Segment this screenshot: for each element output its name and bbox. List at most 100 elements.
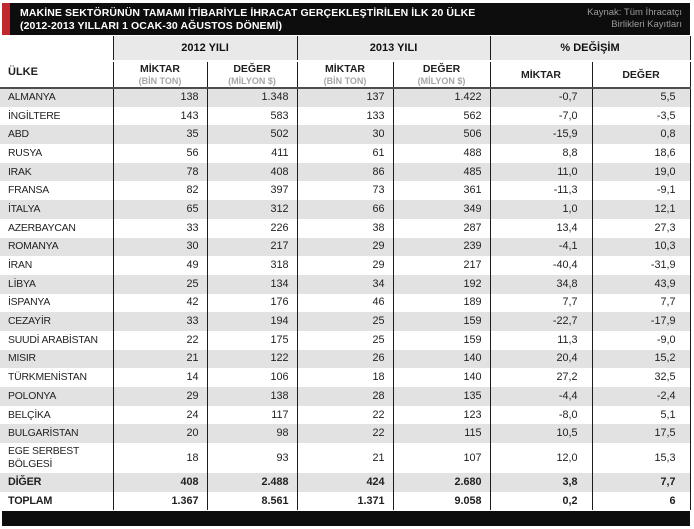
value-cell: 10,5 xyxy=(489,424,592,444)
column-header-unit: (MİLYON $) xyxy=(228,76,276,86)
value-cell: 1.422 xyxy=(392,88,490,107)
value-cell: 10,3 xyxy=(591,237,691,257)
value-cell: 194 xyxy=(206,312,297,331)
value-cell: 133 xyxy=(296,106,393,126)
table-row: RUSYA 56 411 61 488 8,8 18,6 xyxy=(0,144,691,163)
value-cell: 17,5 xyxy=(591,424,691,444)
value-cell: 217 xyxy=(392,256,490,275)
table-row: TÜRKMENİSTAN 14 106 18 140 27,2 32,5 xyxy=(0,368,691,387)
bottom-black-bar xyxy=(2,511,690,527)
value-cell: 33 xyxy=(112,218,207,238)
value-cell: -17,9 xyxy=(591,312,691,331)
value-cell: 175 xyxy=(206,330,297,350)
value-cell: 488 xyxy=(392,144,490,163)
table-row: İRAN 49 318 29 217 -40,4 -31,9 xyxy=(0,256,691,275)
value-cell: 138 xyxy=(112,88,207,107)
value-cell: 73 xyxy=(296,181,393,201)
country-cell: CEZAYİR xyxy=(8,316,51,328)
value-cell: -9,0 xyxy=(591,330,691,350)
table-body: ALMANYA 138 1.348 137 1.422 -0,7 5,5 İNGİLTERE 1… xyxy=(0,88,691,511)
value-cell: 137 xyxy=(296,88,393,107)
value-cell: -4,1 xyxy=(489,237,592,257)
value-cell: 6 xyxy=(591,491,691,511)
value-cell: 15,2 xyxy=(591,349,691,369)
column-header-2012-val: DEĞER (MİLYON $) xyxy=(206,61,297,89)
page-title-line2: (2012-2013 YILLARI 1 OCAK-30 AĞUSTOS DÖN… xyxy=(20,19,283,32)
value-cell: 318 xyxy=(206,256,297,275)
value-cell: 138 xyxy=(206,387,297,406)
column-header-label: DEĞER xyxy=(622,69,660,81)
group-header-spacer xyxy=(0,36,113,61)
value-cell: -40,4 xyxy=(489,256,592,275)
value-cell: -22,7 xyxy=(489,312,592,331)
value-cell: 42 xyxy=(112,293,207,313)
country-cell: LİBYA xyxy=(8,278,36,290)
value-cell: 8,8 xyxy=(489,144,592,163)
value-cell: 117 xyxy=(206,405,297,425)
value-cell: -3,5 xyxy=(591,106,691,126)
value-cell: 21 xyxy=(112,349,207,369)
export-table-page: MAKİNE SEKTÖRÜNÜN TAMAMI İTİBARİYLE İHRA… xyxy=(0,3,694,529)
value-cell: 0,8 xyxy=(591,125,691,145)
table-row: İTALYA 65 312 66 349 1,0 12,1 xyxy=(0,200,691,219)
source-note-line2: Birlikleri Kayıtları xyxy=(611,18,682,30)
column-header-label: DEĞER xyxy=(233,63,271,75)
table-row: MISIR 21 122 26 140 20,4 15,2 xyxy=(0,349,691,369)
value-cell: 38 xyxy=(296,218,393,238)
value-cell: 287 xyxy=(392,218,490,238)
table-row: ABD 35 502 30 506 -15,9 0,8 xyxy=(0,125,691,145)
group-header-change: % DEĞİŞİM xyxy=(489,36,691,62)
value-cell: 21 xyxy=(296,443,393,474)
country-cell: BULGARİSTAN xyxy=(8,428,79,440)
country-cell: İRAN xyxy=(8,260,33,272)
value-cell: 25 xyxy=(296,330,393,350)
value-cell: 30 xyxy=(296,125,393,145)
value-cell: 140 xyxy=(392,349,490,369)
value-cell: 8.561 xyxy=(206,491,297,511)
column-header-country: ÜLKE xyxy=(0,61,113,89)
country-cell: AZERBAYCAN xyxy=(8,222,76,234)
value-cell: 27,2 xyxy=(489,368,592,387)
value-cell: 22 xyxy=(296,405,393,425)
country-cell: MISIR xyxy=(8,353,36,365)
red-accent-strip xyxy=(2,3,10,35)
value-cell: 33 xyxy=(112,312,207,331)
value-cell: 408 xyxy=(112,473,207,492)
value-cell: 28 xyxy=(296,387,393,406)
value-cell: 312 xyxy=(206,200,297,219)
value-cell: 361 xyxy=(392,181,490,201)
value-cell: -15,9 xyxy=(489,125,592,145)
country-cell: TOPLAM xyxy=(8,494,53,507)
country-cell: POLONYA xyxy=(8,390,57,402)
title-bar: MAKİNE SEKTÖRÜNÜN TAMAMI İTİBARİYLE İHRA… xyxy=(2,3,690,35)
value-cell: 27,3 xyxy=(591,218,691,238)
table-row: FRANSA 82 397 73 361 -11,3 -9,1 xyxy=(0,181,691,201)
value-cell: 424 xyxy=(296,473,393,492)
value-cell: 46 xyxy=(296,293,393,313)
table-row: EGE SERBEST BÖLGESİ 18 93 21 107 12,0 15,3 xyxy=(0,443,691,474)
value-cell: 30 xyxy=(112,237,207,257)
column-header-label: MİKTAR xyxy=(520,69,562,81)
value-cell: -4,4 xyxy=(489,387,592,406)
value-cell: -8,0 xyxy=(489,405,592,425)
table-row: İSPANYA 42 176 46 189 7,7 7,7 xyxy=(0,293,691,313)
country-cell: ABD xyxy=(8,129,29,141)
value-cell: 140 xyxy=(392,368,490,387)
column-header-2013-qty: MİKTAR (BİN TON) xyxy=(296,61,393,89)
value-cell: 93 xyxy=(206,443,297,474)
column-header-2012-qty: MİKTAR (BİN TON) xyxy=(112,61,207,89)
value-cell: 122 xyxy=(206,349,297,369)
table-row: SUUDİ ARABİSTAN 22 175 25 159 11,3 -9,0 xyxy=(0,330,691,350)
value-cell: 32,5 xyxy=(591,368,691,387)
value-cell: 9.058 xyxy=(392,491,490,511)
country-cell: BELÇİKA xyxy=(8,409,51,421)
value-cell: -0,7 xyxy=(489,88,592,107)
value-cell: 34,8 xyxy=(489,274,592,294)
table-row: ALMANYA 138 1.348 137 1.422 -0,7 5,5 xyxy=(0,88,691,107)
column-header-unit: (MİLYON $) xyxy=(417,76,466,86)
value-cell: 3,8 xyxy=(489,473,592,492)
value-cell: 18,6 xyxy=(591,144,691,163)
column-header-unit: (BİN TON) xyxy=(138,76,182,86)
value-cell: 0,2 xyxy=(489,491,592,511)
country-cell: İNGİLTERE xyxy=(8,110,61,122)
